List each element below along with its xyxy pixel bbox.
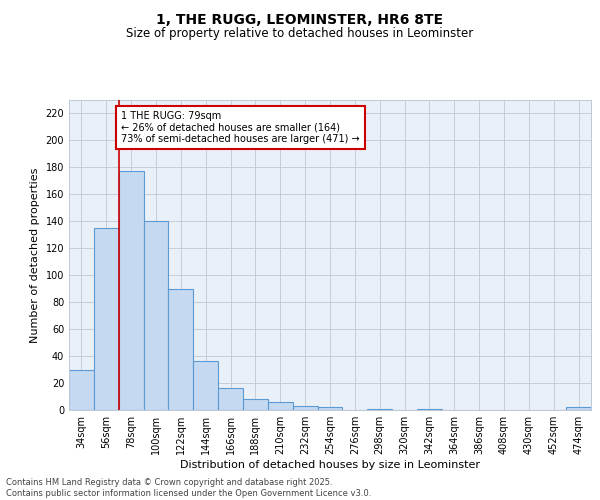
Text: Contains HM Land Registry data © Crown copyright and database right 2025.
Contai: Contains HM Land Registry data © Crown c…	[6, 478, 371, 498]
Text: 1, THE RUGG, LEOMINSTER, HR6 8TE: 1, THE RUGG, LEOMINSTER, HR6 8TE	[157, 12, 443, 26]
Bar	[317, 408, 343, 410]
Y-axis label: Number of detached properties: Number of detached properties	[30, 168, 40, 342]
Bar	[143, 222, 169, 410]
Bar	[417, 408, 442, 410]
Text: 1 THE RUGG: 79sqm
← 26% of detached houses are smaller (164)
73% of semi-detache: 1 THE RUGG: 79sqm ← 26% of detached hous…	[121, 111, 360, 144]
Bar	[367, 408, 392, 410]
Bar	[193, 362, 218, 410]
Bar	[268, 402, 293, 410]
Bar	[243, 399, 268, 410]
Bar	[169, 288, 193, 410]
Bar	[218, 388, 243, 410]
Bar	[69, 370, 94, 410]
Bar	[119, 172, 143, 410]
Bar	[293, 406, 317, 410]
Bar	[566, 408, 591, 410]
X-axis label: Distribution of detached houses by size in Leominster: Distribution of detached houses by size …	[180, 460, 480, 470]
Text: Size of property relative to detached houses in Leominster: Size of property relative to detached ho…	[127, 28, 473, 40]
Bar	[94, 228, 119, 410]
